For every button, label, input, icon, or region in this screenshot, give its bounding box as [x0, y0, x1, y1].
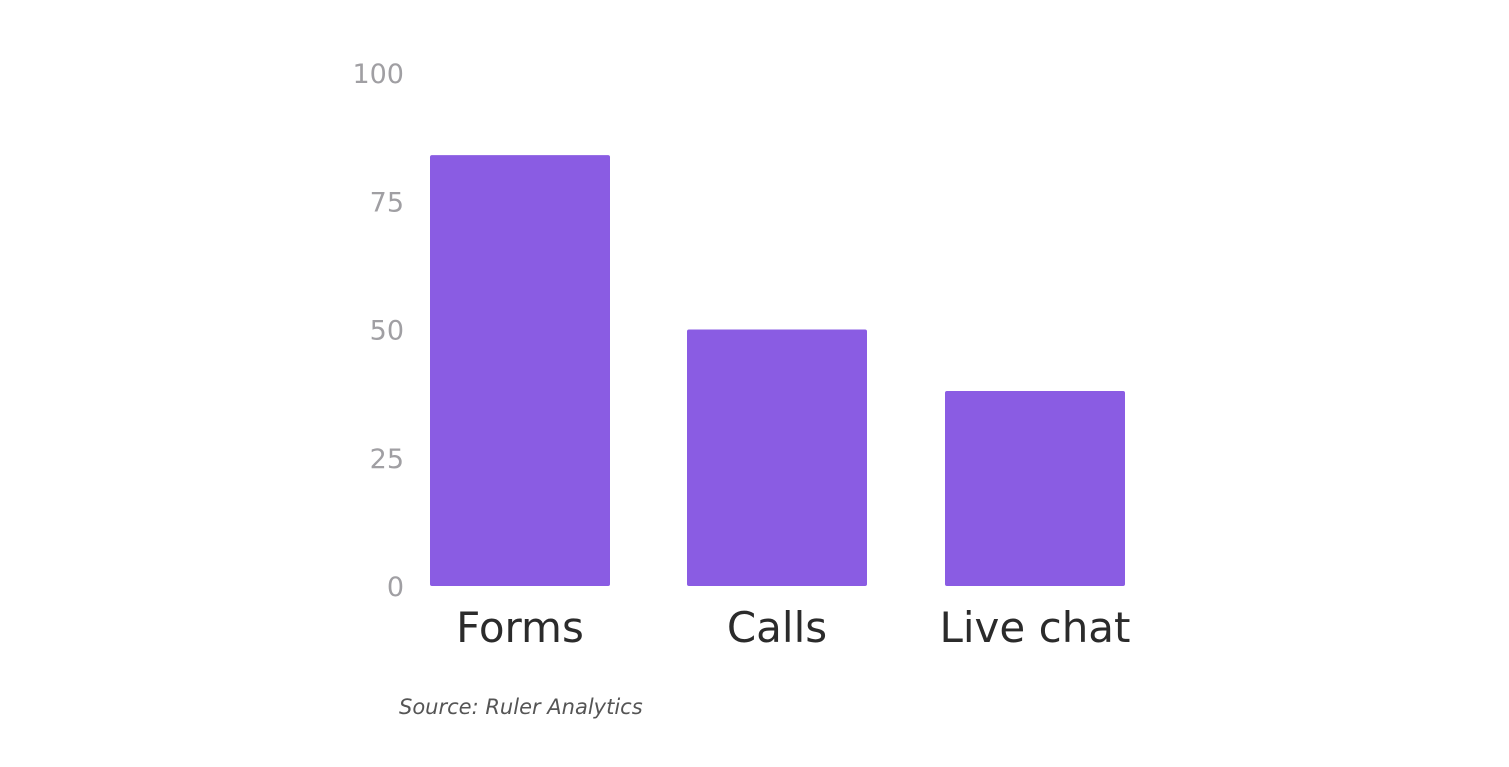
y-tick-label-100: 100 — [352, 59, 404, 90]
y-tick-label-0: 0 — [387, 572, 404, 603]
category-label-live-chat: Live chat — [939, 603, 1130, 652]
y-axis-ticks: 0 25 50 75 100 — [352, 59, 404, 603]
y-tick-label-75: 75 — [370, 187, 404, 218]
bar-calls — [687, 329, 867, 586]
source-note: Source: Ruler Analytics — [399, 695, 643, 719]
category-label-calls: Calls — [727, 603, 827, 652]
bars — [430, 155, 1125, 586]
category-labels: Forms Calls Live chat — [456, 603, 1130, 652]
bar-forms — [430, 155, 610, 586]
bar-live-chat — [945, 391, 1125, 586]
y-tick-label-50: 50 — [370, 316, 404, 347]
y-tick-label-25: 25 — [370, 444, 404, 475]
category-label-forms: Forms — [456, 603, 584, 652]
